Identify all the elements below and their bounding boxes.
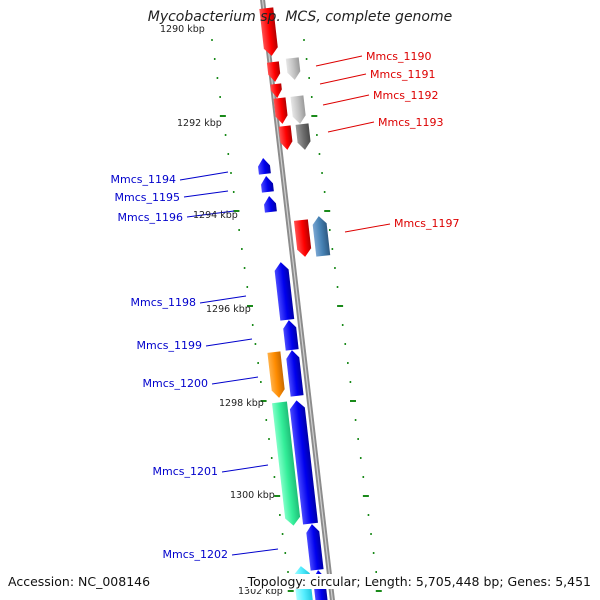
gene-feature-blue[interactable] — [263, 195, 277, 213]
gene-label[interactable]: Mmcs_1193 — [378, 116, 443, 129]
gene-feature-blue[interactable] — [282, 319, 299, 351]
gene-label[interactable]: Mmcs_1196 — [118, 211, 183, 224]
gene-label-leader — [183, 190, 229, 198]
gene-feature-red[interactable] — [273, 97, 289, 124]
gene-feature-blue[interactable] — [260, 175, 274, 193]
gene-label[interactable]: Mmcs_1194 — [111, 173, 176, 186]
gene-label[interactable]: Mmcs_1199 — [137, 339, 202, 352]
gene-label-leader — [211, 376, 259, 385]
genome-backbone-highlight — [261, 0, 334, 600]
genome-stats-text: Topology: circular; Length: 5,705,448 bp… — [247, 574, 591, 589]
gene-feature-spring-green[interactable] — [272, 401, 301, 527]
gene-label-leader — [315, 55, 363, 67]
scale-label: 1298 kbp — [219, 398, 264, 409]
genome-title: Mycobacterium sp. MCS, complete genome — [147, 9, 453, 25]
scale-label: 1292 kbp — [177, 118, 222, 129]
gene-label-leader — [327, 121, 375, 133]
gene-feature-dim-gray[interactable] — [295, 123, 312, 150]
gene-label-leader — [205, 338, 253, 347]
gene-label[interactable]: Mmcs_1200 — [143, 377, 208, 390]
gene-label[interactable]: Mmcs_1202 — [163, 548, 228, 561]
gene-feature-orange[interactable] — [267, 351, 285, 398]
gene-label-leader — [231, 548, 279, 556]
gene-label[interactable]: Mmcs_1198 — [131, 296, 196, 309]
gene-feature-red[interactable] — [270, 83, 283, 98]
gene-feature-blue[interactable] — [257, 157, 271, 175]
gene-label-leader — [186, 210, 235, 218]
scale-label: 1300 kbp — [230, 490, 275, 501]
gene-label[interactable]: Mmcs_1191 — [370, 68, 435, 81]
gene-label[interactable]: Mmcs_1197 — [394, 217, 459, 230]
gene-feature-red[interactable] — [259, 7, 278, 56]
gene-feature-steel-blue[interactable] — [312, 215, 331, 257]
scale-label: 1290 kbp — [160, 24, 205, 35]
gene-feature-blue[interactable] — [305, 523, 324, 571]
gene-label-leader — [322, 94, 370, 106]
gene-feature-silver[interactable] — [285, 57, 301, 80]
gene-label-leader — [179, 171, 229, 181]
gene-label[interactable]: Mmcs_1201 — [153, 465, 218, 478]
scale-label: 1302 kbp — [238, 586, 283, 597]
scale-label: 1294 kbp — [193, 210, 238, 221]
gene-feature-red[interactable] — [293, 219, 312, 257]
gene-label-leader — [221, 464, 269, 473]
gene-label-leader — [319, 73, 367, 85]
scale-label: 1296 kbp — [206, 304, 251, 315]
gene-label[interactable]: Mmcs_1195 — [115, 191, 180, 204]
gene-label-leader — [344, 223, 391, 233]
gene-label[interactable]: Mmcs_1190 — [366, 50, 431, 63]
gene-feature-blue[interactable] — [285, 349, 304, 397]
gene-feature-red[interactable] — [266, 61, 281, 82]
gene-feature-silver[interactable] — [290, 95, 306, 124]
gene-label-leader — [199, 295, 247, 304]
gene-feature-red[interactable] — [278, 125, 294, 150]
accession-text: Accession: NC_008146 — [8, 574, 151, 589]
gene-feature-blue[interactable] — [289, 400, 318, 525]
gene-feature-blue[interactable] — [274, 261, 295, 321]
gene-label[interactable]: Mmcs_1192 — [373, 89, 438, 102]
